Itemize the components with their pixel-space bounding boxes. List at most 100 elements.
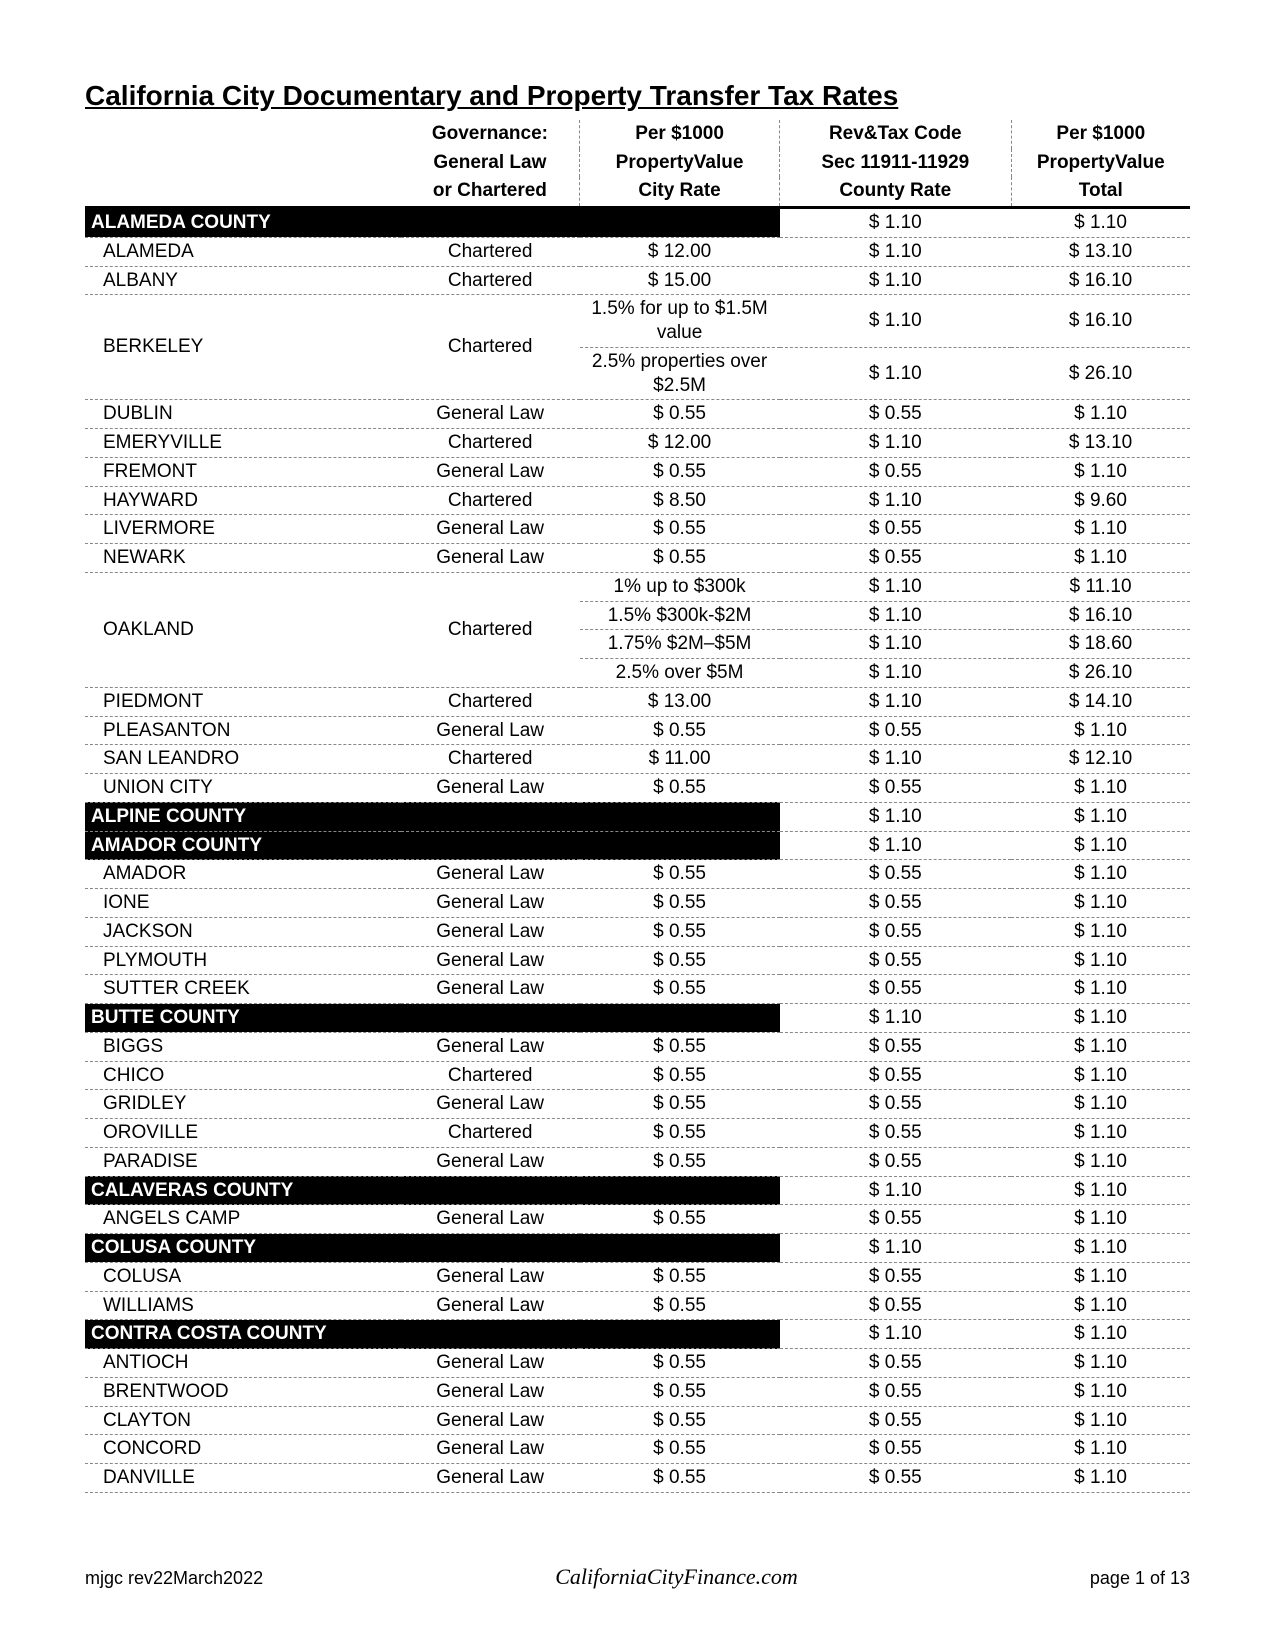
cell-name: COLUSA [85,1262,401,1291]
cell-city-rate: $ 0.55 [580,1291,780,1320]
table-row: NEWARKGeneral Law$ 0.55$ 0.55$ 1.10 [85,544,1190,573]
cell-county-rate: $ 0.55 [780,1090,1012,1119]
table-row: BRENTWOODGeneral Law$ 0.55$ 0.55$ 1.10 [85,1377,1190,1406]
cell-county-rate: $ 1.10 [780,1234,1012,1263]
cell-name: BRENTWOOD [85,1377,401,1406]
cell-governance: General Law [401,1262,580,1291]
hdr-tot-3: Total [1011,177,1190,207]
footer-left: mjgc rev22March2022 [85,1568,263,1589]
cell-governance: General Law [401,975,580,1004]
hdr-cnty-1: Rev&Tax Code [780,120,1012,149]
cell-governance: General Law [401,1435,580,1464]
cell-county-rate: $ 0.55 [780,515,1012,544]
hdr-city-2: PropertyValue [580,149,780,178]
cell-name: BERKELEY [85,295,401,400]
table-row: EMERYVILLEChartered$ 12.00$ 1.10$ 13.10 [85,429,1190,458]
cell-governance [401,1004,580,1033]
cell-governance: General Law [401,1377,580,1406]
cell-total: $ 1.10 [1011,860,1190,889]
cell-total: $ 1.10 [1011,802,1190,831]
table-row: COLUSAGeneral Law$ 0.55$ 0.55$ 1.10 [85,1262,1190,1291]
cell-governance: Chartered [401,486,580,515]
cell-total: $ 16.10 [1011,266,1190,295]
footer-right: page 1 of 13 [1090,1568,1190,1589]
cell-city-rate: $ 0.55 [580,917,780,946]
cell-county-rate: $ 0.55 [780,917,1012,946]
cell-city-rate: 1.5% for up to $1.5M value [580,295,780,348]
hdr-gov-1: Governance: [401,120,580,149]
cell-name: WILLIAMS [85,1291,401,1320]
cell-county-rate: $ 0.55 [780,1147,1012,1176]
table-row: JACKSONGeneral Law$ 0.55$ 0.55$ 1.10 [85,917,1190,946]
cell-governance: General Law [401,716,580,745]
cell-governance: General Law [401,400,580,429]
cell-name: PLEASANTON [85,716,401,745]
cell-county-rate: $ 0.55 [780,975,1012,1004]
cell-city-rate: $ 0.55 [580,1032,780,1061]
cell-governance: Chartered [401,1119,580,1148]
cell-governance [401,1320,580,1349]
table-row: AMADORGeneral Law$ 0.55$ 0.55$ 1.10 [85,860,1190,889]
cell-total: $ 1.10 [1011,208,1190,238]
table-row: DANVILLEGeneral Law$ 0.55$ 0.55$ 1.10 [85,1464,1190,1493]
table-row: SUTTER CREEKGeneral Law$ 0.55$ 0.55$ 1.1… [85,975,1190,1004]
cell-total: $ 13.10 [1011,429,1190,458]
cell-city-rate: $ 12.00 [580,237,780,266]
cell-city-rate: $ 0.55 [580,946,780,975]
table-row: ANGELS CAMPGeneral Law$ 0.55$ 0.55$ 1.10 [85,1205,1190,1234]
cell-city-rate: $ 0.55 [580,1119,780,1148]
cell-governance: Chartered [401,572,580,687]
cell-governance: Chartered [401,745,580,774]
cell-county-rate: $ 1.10 [780,266,1012,295]
cell-city-rate: $ 15.00 [580,266,780,295]
table-row: LIVERMOREGeneral Law$ 0.55$ 0.55$ 1.10 [85,515,1190,544]
cell-city-rate: $ 0.55 [580,1406,780,1435]
cell-governance: General Law [401,1147,580,1176]
cell-city-rate: $ 0.55 [580,889,780,918]
cell-name: CHICO [85,1061,401,1090]
cell-total: $ 12.10 [1011,745,1190,774]
cell-name: AMADOR COUNTY [85,831,401,860]
table-row: WILLIAMSGeneral Law$ 0.55$ 0.55$ 1.10 [85,1291,1190,1320]
cell-city-rate: $ 0.55 [580,400,780,429]
table-row: PLYMOUTHGeneral Law$ 0.55$ 0.55$ 1.10 [85,946,1190,975]
footer: mjgc rev22March2022 CaliforniaCityFinanc… [85,1564,1190,1590]
cell-total: $ 1.10 [1011,831,1190,860]
cell-county-rate: $ 1.10 [780,295,1012,348]
cell-county-rate: $ 1.10 [780,572,1012,601]
cell-name: ALBANY [85,266,401,295]
county-row: BUTTE COUNTY$ 1.10$ 1.10 [85,1004,1190,1033]
cell-name: CONCORD [85,1435,401,1464]
county-row: ALAMEDA COUNTY$ 1.10$ 1.10 [85,208,1190,238]
cell-city-rate: 1% up to $300k [580,572,780,601]
cell-governance [401,208,580,238]
cell-city-rate: 1.5% $300k-$2M [580,601,780,630]
cell-county-rate: $ 1.10 [780,802,1012,831]
cell-governance: General Law [401,1090,580,1119]
cell-total: $ 1.10 [1011,774,1190,803]
cell-city-rate: $ 0.55 [580,544,780,573]
cell-county-rate: $ 1.10 [780,659,1012,688]
cell-total: $ 1.10 [1011,716,1190,745]
cell-county-rate: $ 0.55 [780,774,1012,803]
cell-county-rate: $ 0.55 [780,1032,1012,1061]
cell-county-rate: $ 1.10 [780,687,1012,716]
cell-county-rate: $ 0.55 [780,1349,1012,1378]
cell-governance: General Law [401,946,580,975]
cell-governance: General Law [401,457,580,486]
cell-county-rate: $ 1.10 [780,1320,1012,1349]
cell-governance: General Law [401,860,580,889]
table-row: FREMONTGeneral Law$ 0.55$ 0.55$ 1.10 [85,457,1190,486]
cell-name: DANVILLE [85,1464,401,1493]
cell-total: $ 1.10 [1011,544,1190,573]
cell-name: JACKSON [85,917,401,946]
cell-county-rate: $ 1.10 [780,1176,1012,1205]
cell-name: ALAMEDA COUNTY [85,208,401,238]
table-row: ANTIOCHGeneral Law$ 0.55$ 0.55$ 1.10 [85,1349,1190,1378]
cell-total: $ 13.10 [1011,237,1190,266]
cell-total: $ 1.10 [1011,889,1190,918]
cell-city-rate: $ 0.55 [580,716,780,745]
cell-city-rate: $ 0.55 [580,1262,780,1291]
cell-total: $ 16.10 [1011,601,1190,630]
cell-city-rate: 2.5% over $5M [580,659,780,688]
